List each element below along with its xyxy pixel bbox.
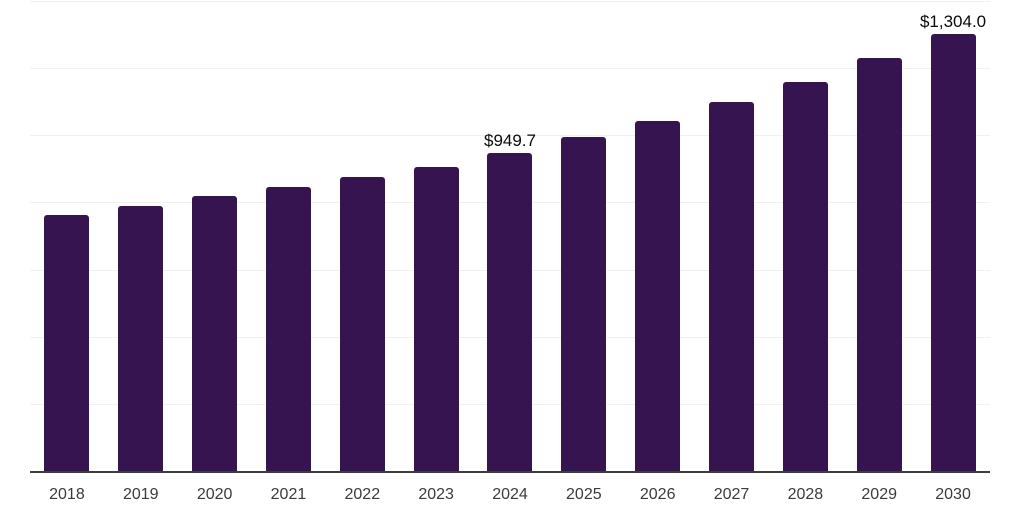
bar-2028[interactable] <box>782 81 828 472</box>
bar-2020[interactable] <box>192 196 238 472</box>
bar-2025[interactable] <box>561 136 607 472</box>
x-tick-label-2030: 2030 <box>935 486 971 503</box>
bar-slot-2028 <box>768 2 842 472</box>
bar-slot-2029 <box>842 2 916 472</box>
x-tick-label-2026: 2026 <box>639 486 676 503</box>
x-tick-label-2024: 2024 <box>492 486 528 503</box>
x-tick-label-2028: 2028 <box>787 486 824 503</box>
bar-2023[interactable] <box>413 166 459 472</box>
bars-row: $949.7 $1,304.0 <box>30 2 990 472</box>
x-axis-tick-labels: 2018 2019 2020 2021 2022 2023 2024 2025 2026 2027… <box>30 474 990 503</box>
bar-slot-2018 <box>30 2 104 472</box>
bar-2024[interactable]: $949.7 <box>484 132 536 472</box>
x-tick-label-2023: 2023 <box>418 486 454 503</box>
bar-slot-2021 <box>252 2 326 472</box>
bar-slot-2022 <box>325 2 399 472</box>
x-axis-line <box>30 471 990 473</box>
x-tick-label-2027: 2027 <box>713 486 750 503</box>
gridline-1000 <box>30 135 990 137</box>
bar-2021[interactable] <box>265 186 311 472</box>
x-tick-label-2029: 2029 <box>861 486 897 503</box>
bar-2029[interactable] <box>856 58 902 472</box>
data-label-2024: $949.7 <box>483 131 536 151</box>
bar-slot-2027 <box>695 2 769 472</box>
bar-2018[interactable] <box>44 214 90 472</box>
bar-slot-2019 <box>104 2 178 472</box>
bar-2030[interactable]: $1,304.0 <box>920 13 986 472</box>
bar-slot-2024: $949.7 <box>473 2 547 472</box>
x-tick-label-2019: 2019 <box>122 486 159 503</box>
x-tick-label-2018: 2018 <box>49 486 85 503</box>
bar-2019[interactable] <box>118 206 164 472</box>
x-tick-label-2020: 2020 <box>196 486 233 503</box>
data-label-2030: $1,304.0 <box>919 12 987 32</box>
gridline-1400 <box>30 1 990 2</box>
bar-slot-2030: $1,304.0 <box>916 2 990 472</box>
bar-slot-2020 <box>178 2 252 472</box>
x-tick-label-2021: 2021 <box>270 486 307 503</box>
bar-slot-2025 <box>547 2 621 472</box>
plot-area: $949.7 $1,304.0 <box>30 1 990 473</box>
bar-2027[interactable] <box>709 101 755 472</box>
bar-2022[interactable] <box>339 177 385 472</box>
x-tick-label-2022: 2022 <box>344 486 381 503</box>
gridline-1200 <box>30 68 990 70</box>
x-tick-label-2025: 2025 <box>566 486 602 503</box>
bar-slot-2023 <box>399 2 473 472</box>
bar-slot-2026 <box>621 2 695 472</box>
bar-2026[interactable] <box>635 121 681 472</box>
